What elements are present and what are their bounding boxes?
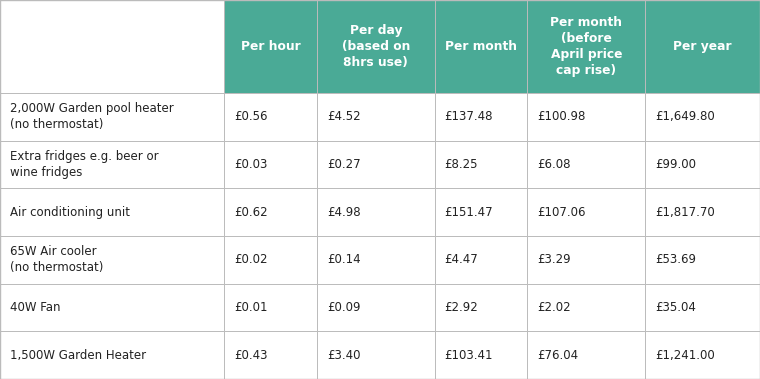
Text: 1,500W Garden Heater: 1,500W Garden Heater	[10, 349, 146, 362]
Bar	[645, 141, 760, 188]
Bar	[435, 93, 527, 141]
Text: 2,000W Garden pool heater
(no thermostat): 2,000W Garden pool heater (no thermostat…	[10, 102, 173, 131]
Text: £0.01: £0.01	[234, 301, 268, 314]
Text: £6.08: £6.08	[537, 158, 571, 171]
Bar	[317, 93, 435, 141]
Text: £1,817.70: £1,817.70	[655, 205, 715, 219]
Text: £4.52: £4.52	[327, 110, 360, 123]
Text: £2.92: £2.92	[445, 301, 478, 314]
Text: Per month: Per month	[445, 40, 517, 53]
Text: £2.02: £2.02	[537, 301, 571, 314]
Text: £8.25: £8.25	[445, 158, 478, 171]
Bar	[224, 141, 317, 188]
Bar	[645, 331, 760, 379]
Bar	[527, 236, 645, 283]
Bar	[527, 188, 645, 236]
Text: 65W Air cooler
(no thermostat): 65W Air cooler (no thermostat)	[10, 245, 103, 274]
Text: £4.98: £4.98	[327, 205, 360, 219]
Bar	[435, 283, 527, 331]
Text: £0.62: £0.62	[234, 205, 268, 219]
Bar	[0, 283, 224, 331]
Text: £0.03: £0.03	[234, 158, 268, 171]
Bar	[527, 141, 645, 188]
Bar	[527, 283, 645, 331]
Text: £107.06: £107.06	[537, 205, 586, 219]
Bar	[527, 331, 645, 379]
Bar	[317, 141, 435, 188]
Text: £151.47: £151.47	[445, 205, 493, 219]
Text: £103.41: £103.41	[445, 349, 493, 362]
Bar	[435, 236, 527, 283]
Bar	[435, 331, 527, 379]
Text: Extra fridges e.g. beer or
wine fridges: Extra fridges e.g. beer or wine fridges	[10, 150, 159, 179]
Bar	[0, 188, 224, 236]
Bar	[645, 188, 760, 236]
Text: £3.29: £3.29	[537, 253, 571, 266]
Text: £35.04: £35.04	[655, 301, 696, 314]
Text: £0.14: £0.14	[327, 253, 360, 266]
Text: £0.43: £0.43	[234, 349, 268, 362]
Bar	[0, 93, 224, 141]
Text: Air conditioning unit: Air conditioning unit	[10, 205, 130, 219]
Text: £0.09: £0.09	[327, 301, 360, 314]
Bar	[0, 331, 224, 379]
Text: £0.56: £0.56	[234, 110, 268, 123]
Text: Per hour: Per hour	[241, 40, 300, 53]
Text: £100.98: £100.98	[537, 110, 586, 123]
Bar	[224, 0, 317, 93]
Bar	[224, 283, 317, 331]
Bar	[645, 283, 760, 331]
Bar	[224, 188, 317, 236]
Text: £76.04: £76.04	[537, 349, 578, 362]
Bar	[435, 0, 527, 93]
Bar	[224, 93, 317, 141]
Text: Per month
(before
April price
cap rise): Per month (before April price cap rise)	[550, 16, 622, 77]
Text: £137.48: £137.48	[445, 110, 493, 123]
Bar	[224, 236, 317, 283]
Text: £0.02: £0.02	[234, 253, 268, 266]
Bar	[317, 188, 435, 236]
Bar	[527, 93, 645, 141]
Text: £1,649.80: £1,649.80	[655, 110, 715, 123]
Bar	[317, 0, 435, 93]
Text: £99.00: £99.00	[655, 158, 696, 171]
Text: Per day
(based on
8hrs use): Per day (based on 8hrs use)	[342, 24, 410, 69]
Bar	[645, 93, 760, 141]
Bar	[0, 236, 224, 283]
Text: £0.27: £0.27	[327, 158, 360, 171]
Text: Per year: Per year	[673, 40, 732, 53]
Bar	[0, 0, 224, 93]
Bar	[317, 331, 435, 379]
Bar	[645, 236, 760, 283]
Text: £4.47: £4.47	[445, 253, 478, 266]
Text: £1,241.00: £1,241.00	[655, 349, 715, 362]
Bar	[317, 283, 435, 331]
Bar	[435, 141, 527, 188]
Bar	[435, 188, 527, 236]
Bar	[0, 141, 224, 188]
Bar	[645, 0, 760, 93]
Bar	[317, 236, 435, 283]
Text: 40W Fan: 40W Fan	[10, 301, 60, 314]
Text: £53.69: £53.69	[655, 253, 696, 266]
Bar	[527, 0, 645, 93]
Text: £3.40: £3.40	[327, 349, 360, 362]
Bar	[224, 331, 317, 379]
